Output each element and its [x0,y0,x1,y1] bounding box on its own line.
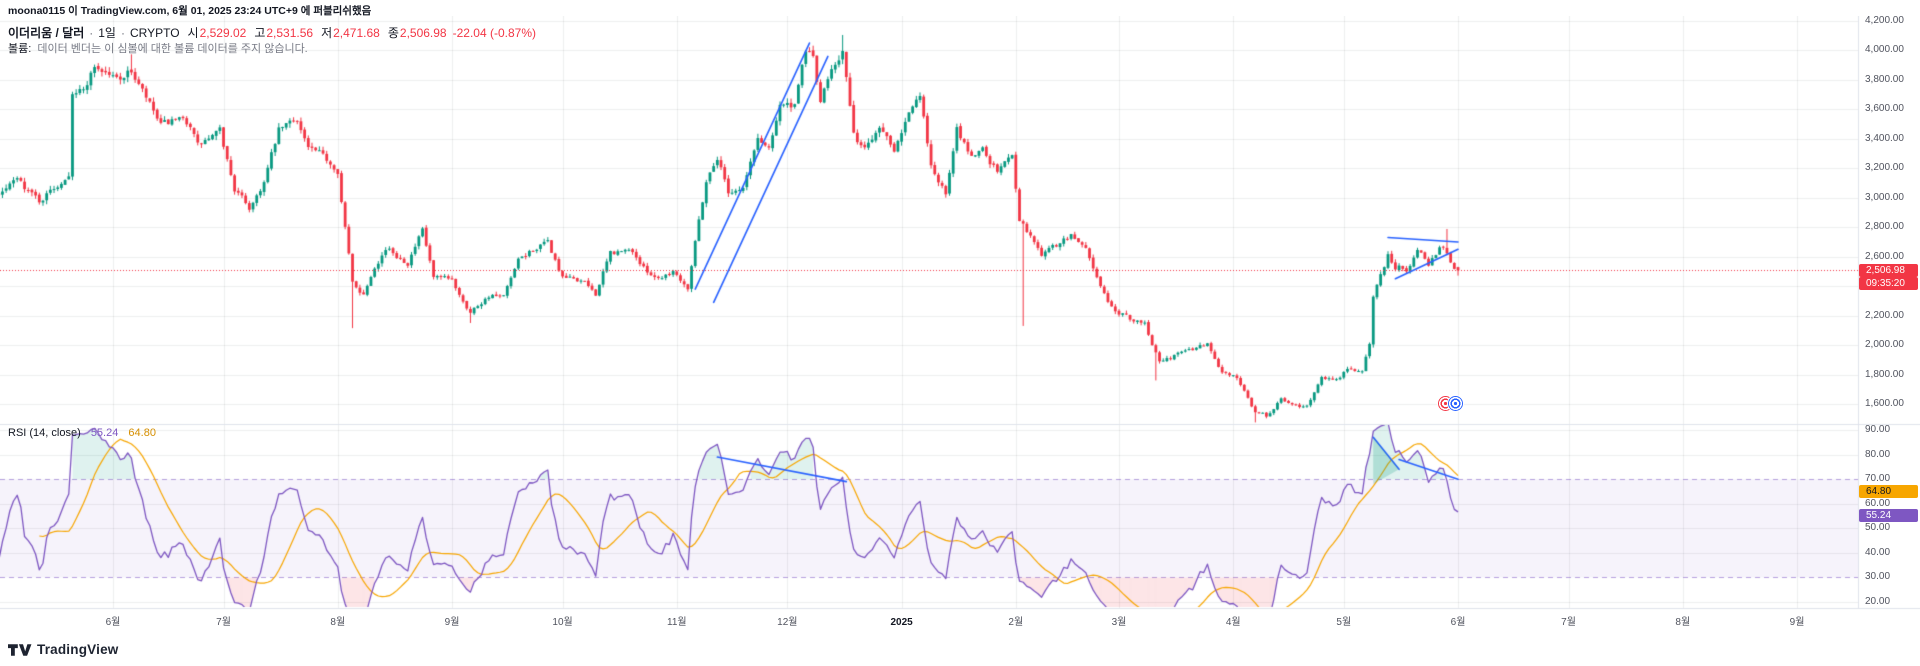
time-axis[interactable]: 6월 7월 8월 9월 10월 11월 12월 2025 2월 3월 4월 5월 6월 7월 8월 9월 [0,608,1858,636]
separator-dot [121,26,125,40]
time-tick: 6월 [105,617,121,628]
price-tick: 3,800.00 [1865,73,1904,85]
publish-info: moona0115 이 TradingView.com, 6월 01, 2025… [8,5,372,17]
time-tick: 5월 [1336,617,1352,628]
time-tick: 8월 [1675,617,1691,628]
price-tick: 3,200.00 [1865,162,1904,174]
rsi-tick: 50.00 [1865,522,1891,534]
rsi-value: 55.24 [90,427,119,439]
exchange-label: CRYPTO [129,25,180,40]
rsi-tick: 30.00 [1865,571,1891,583]
price-tick: 2,000.00 [1865,339,1904,351]
time-tick: 8월 [330,617,346,628]
publish-bar: moona0115 이 TradingView.com, 6월 01, 2025… [0,0,1920,17]
time-tick: 2025 [890,617,913,628]
time-tick: 11월 [667,617,687,628]
rsi-tick: 80.00 [1865,448,1891,460]
separator-dot [89,26,93,40]
high-label: 고 [254,26,266,40]
rsi-tick: 90.00 [1865,424,1891,435]
time-tick: 9월 [444,617,460,628]
price-tick: 2,600.00 [1865,250,1904,262]
time-tick: 6월 [1450,617,1466,628]
close-value: 2,506.98 [399,25,447,40]
close-label: 종 [387,26,399,40]
time-tick: 10월 [552,617,573,628]
rsi-tick: 40.00 [1865,546,1891,558]
price-tick: 4,000.00 [1865,44,1904,56]
open-value: 2,529.02 [199,25,247,40]
price-tick: 3,000.00 [1865,191,1904,203]
price-tick: 1,600.00 [1865,398,1904,409]
volume-message: 데이터 벤더는 이 심볼에 대한 볼륨 데이터를 주지 않습니다. [37,43,308,55]
time-tick: 7월 [1561,617,1576,628]
symbol-legend: 이더리움 / 달러 1일 CRYPTO 시 2,529.02 고 2,531.5… [8,24,536,41]
symbol-title[interactable]: 이더리움 / 달러 [8,26,85,40]
change-value: -22.04 (-0.87%) [452,25,536,40]
tradingview-wordmark: TradingView [37,642,119,657]
time-tick: 3월 [1111,617,1127,628]
rsi-tick: 20.00 [1865,596,1891,607]
price-tick: 1,800.00 [1865,368,1904,380]
rsi-tick: 60.00 [1865,497,1891,509]
volume-legend: 볼륨: 데이터 벤더는 이 심볼에 대한 볼륨 데이터를 주지 않습니다. [8,40,308,56]
price-tick: 3,600.00 [1865,103,1904,115]
rsi-legend: RSI (14, close) 55.24 64.80 [8,427,156,439]
time-tick: 9월 [1789,617,1805,628]
time-tick: 4월 [1225,617,1241,628]
time-tick: 7월 [216,617,231,628]
rsi-tick: 70.00 [1865,473,1891,485]
rsi-badge: 55.24 [1859,508,1918,522]
blue-circle-flag [1446,395,1464,412]
interval-label[interactable]: 1일 [98,26,116,40]
price-tick: 2,800.00 [1865,221,1904,233]
price-tick: 4,200.00 [1865,15,1904,26]
time-tick: 12월 [777,617,798,628]
low-value: 2,471.68 [333,25,380,40]
open-label: 시 [187,26,199,40]
volume-label: 볼륨: [8,43,32,55]
price-axis[interactable]: 4,200.00 4,000.00 3,800.00 3,600.00 3,400.00… [1858,0,1920,640]
flags-drawing-icon[interactable] [1436,395,1464,412]
tradingview-mark-icon [8,643,32,656]
tradingview-logo[interactable]: TradingView [8,642,118,657]
rsi-ma-badge: 64.80 [1859,485,1918,499]
high-value: 2,531.56 [266,25,314,40]
rsi-title[interactable]: RSI (14, close) [8,427,81,439]
low-label: 저 [321,26,333,40]
countdown-badge: 09:35:20 [1859,276,1918,290]
price-badge: 2,506.98 [1859,263,1918,277]
price-tick: 3,400.00 [1865,132,1904,144]
rsi-ma-value: 64.80 [128,427,156,439]
time-tick: 2월 [1008,617,1024,628]
price-tick: 2,200.00 [1865,309,1904,321]
